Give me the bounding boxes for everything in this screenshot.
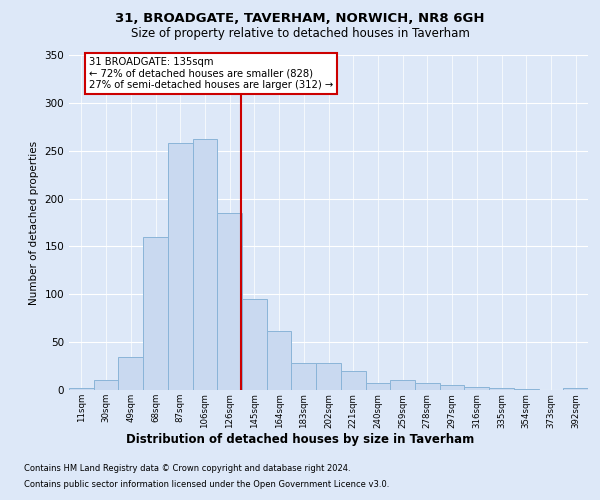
Text: 31 BROADGATE: 135sqm
← 72% of detached houses are smaller (828)
27% of semi-deta: 31 BROADGATE: 135sqm ← 72% of detached h…: [89, 57, 333, 90]
Bar: [316, 363, 341, 390]
Bar: [168, 143, 193, 390]
Bar: [193, 139, 217, 390]
Text: Distribution of detached houses by size in Taverham: Distribution of detached houses by size …: [126, 432, 474, 446]
Bar: [390, 380, 415, 390]
Text: 31, BROADGATE, TAVERHAM, NORWICH, NR8 6GH: 31, BROADGATE, TAVERHAM, NORWICH, NR8 6G…: [115, 12, 485, 26]
Bar: [143, 237, 168, 390]
Y-axis label: Number of detached properties: Number of detached properties: [29, 140, 39, 304]
Bar: [69, 388, 94, 390]
Bar: [440, 385, 464, 390]
Bar: [415, 384, 440, 390]
Text: Size of property relative to detached houses in Taverham: Size of property relative to detached ho…: [131, 28, 469, 40]
Bar: [365, 384, 390, 390]
Bar: [118, 356, 143, 390]
Text: Contains public sector information licensed under the Open Government Licence v3: Contains public sector information licen…: [24, 480, 389, 489]
Bar: [292, 363, 316, 390]
Bar: [217, 213, 242, 390]
Bar: [341, 371, 365, 390]
Bar: [489, 388, 514, 390]
Bar: [514, 389, 539, 390]
Bar: [464, 387, 489, 390]
Bar: [267, 330, 292, 390]
Bar: [94, 380, 118, 390]
Bar: [563, 388, 588, 390]
Text: Contains HM Land Registry data © Crown copyright and database right 2024.: Contains HM Land Registry data © Crown c…: [24, 464, 350, 473]
Bar: [242, 299, 267, 390]
